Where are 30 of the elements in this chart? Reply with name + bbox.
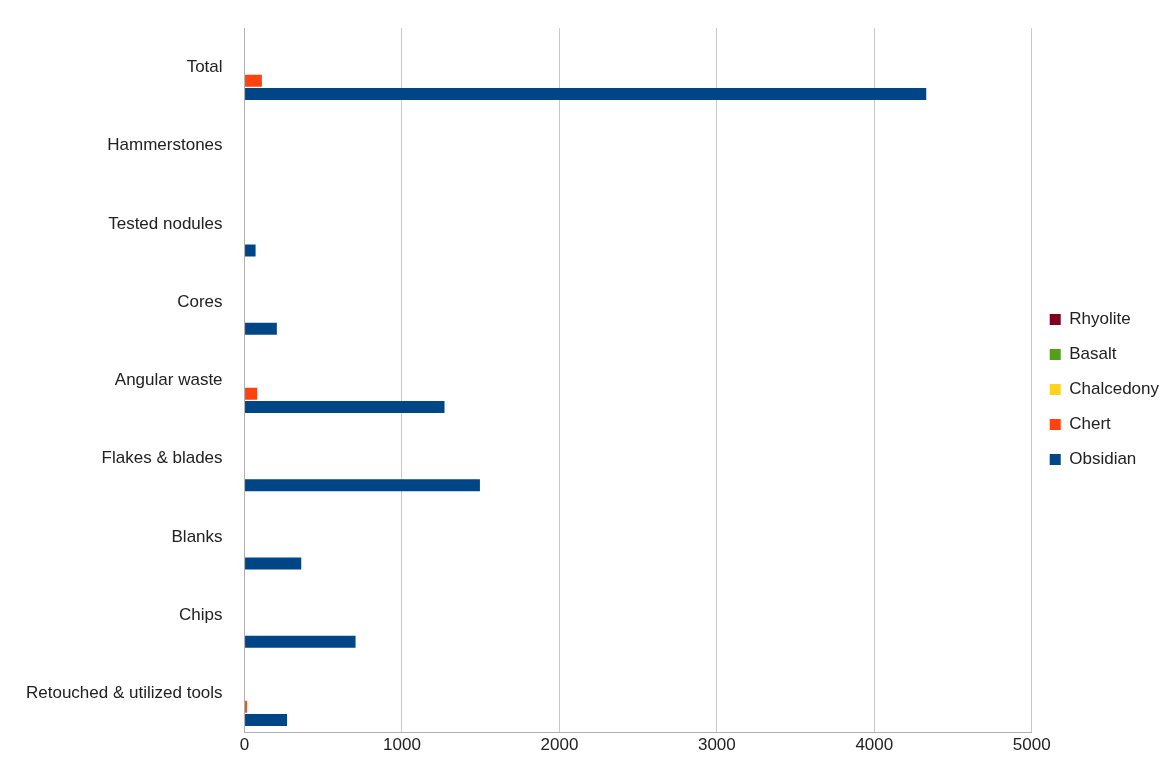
y-tick-label: Retouched & utilized tools <box>26 683 223 703</box>
x-tick-label: 0 <box>239 735 250 755</box>
y-tick-label: Hammerstones <box>107 135 223 155</box>
y-tick-label: Tested nodules <box>108 213 223 233</box>
x-tick-label: 4000 <box>855 735 894 755</box>
bar <box>245 401 445 413</box>
x-tick-label: 1000 <box>383 735 421 755</box>
y-tick-label: Total <box>186 57 223 77</box>
bar <box>245 322 277 335</box>
y-tick-label: Angular waste <box>114 370 223 390</box>
x-tick-label: 5000 <box>1012 735 1051 755</box>
legend-label: Basalt <box>1069 344 1117 364</box>
legend-label: Chert <box>1069 414 1112 434</box>
bar <box>245 74 262 87</box>
bar <box>245 387 258 400</box>
y-tick-label: Chips <box>179 604 223 624</box>
bar <box>245 87 927 100</box>
x-tick-label: 2000 <box>540 735 579 755</box>
y-tick-label: Blanks <box>171 526 223 546</box>
y-tick-label: Cores <box>177 291 223 311</box>
bar <box>245 714 288 727</box>
bar <box>245 557 302 570</box>
legend-label: Rhyolite <box>1069 309 1131 329</box>
bar <box>245 479 480 492</box>
y-tick-label: Flakes & blades <box>101 448 223 468</box>
legend-label: Obsidian <box>1069 449 1137 469</box>
x-tick-label: 3000 <box>697 735 736 755</box>
legend-label: Chalcedony <box>1069 379 1160 399</box>
bar <box>245 244 256 257</box>
bar <box>245 635 356 648</box>
